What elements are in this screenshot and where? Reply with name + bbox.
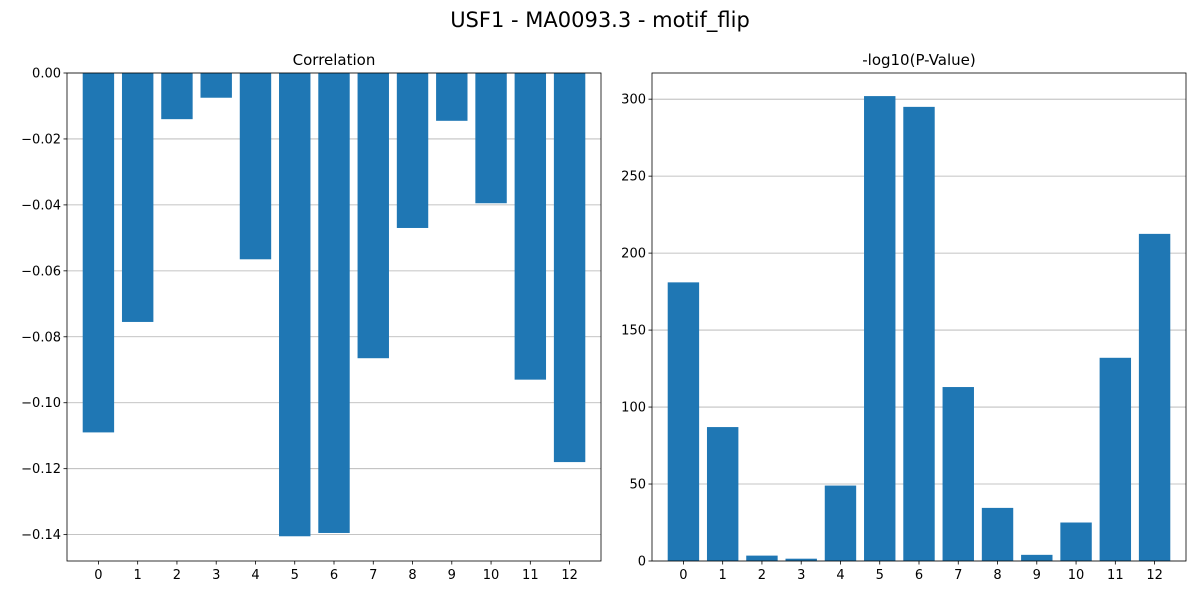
bar-5	[864, 96, 896, 561]
ytick-label-7: −0.14	[21, 528, 61, 543]
xtick-label-3: 3	[797, 568, 805, 583]
xtick-label-10: 10	[1068, 568, 1085, 583]
bar-6	[903, 106, 935, 562]
ytick-label-0: 0.00	[32, 67, 61, 82]
ytick-label-6: 300	[621, 93, 646, 108]
bar-3	[200, 73, 232, 98]
bar-6	[318, 73, 350, 533]
bar-3	[785, 558, 817, 561]
xtick-label-1: 1	[719, 568, 727, 583]
bar-9	[436, 73, 468, 121]
ytick-label-5: 250	[621, 170, 646, 185]
bar-0	[667, 282, 700, 561]
panel-title: Correlation	[293, 51, 376, 69]
bar-12	[553, 73, 586, 463]
xtick-label-6: 6	[330, 568, 338, 583]
bar-7	[357, 73, 389, 359]
ytick-label-0: 0	[638, 555, 646, 570]
bar-1	[121, 73, 154, 322]
ytick-label-6: −0.12	[21, 462, 61, 477]
bar-11	[514, 73, 547, 380]
bar-10	[475, 73, 507, 204]
xtick-label-1: 1	[134, 568, 142, 583]
xtick-label-12: 12	[561, 568, 578, 583]
ytick-label-1: 50	[629, 478, 646, 493]
xtick-label-10: 10	[483, 568, 500, 583]
bar-0	[82, 73, 115, 433]
panel-title: -log10(P-Value)	[862, 51, 976, 69]
xtick-label-0: 0	[94, 568, 102, 583]
bar-12	[1138, 233, 1171, 561]
xtick-label-2: 2	[758, 568, 766, 583]
ytick-label-4: 200	[621, 247, 646, 262]
bar-2	[746, 555, 778, 561]
ytick-label-2: 100	[621, 401, 646, 416]
xtick-label-9: 9	[1033, 568, 1041, 583]
xtick-label-8: 8	[993, 568, 1001, 583]
ytick-label-3: 150	[621, 324, 646, 339]
ytick-label-2: −0.04	[21, 198, 61, 213]
ytick-label-4: −0.08	[21, 330, 61, 345]
xtick-label-2: 2	[173, 568, 181, 583]
xtick-label-0: 0	[679, 568, 687, 583]
xtick-label-11: 11	[1107, 568, 1124, 583]
bar-1	[706, 427, 739, 561]
xtick-label-4: 4	[836, 568, 844, 583]
bar-7	[942, 387, 974, 561]
xtick-label-7: 7	[369, 568, 377, 583]
chart-panel-0: 0.00 −0.02 −0.04 −0.06 −0.08 −0.10 −0.12 −0.14 0…	[21, 51, 602, 583]
ytick-label-5: −0.10	[21, 396, 61, 411]
xtick-label-8: 8	[408, 568, 416, 583]
xtick-label-5: 5	[876, 568, 884, 583]
xtick-label-4: 4	[251, 568, 259, 583]
bar-8	[981, 507, 1014, 561]
xtick-label-11: 11	[522, 568, 539, 583]
xtick-label-9: 9	[448, 568, 456, 583]
bar-2	[161, 73, 193, 120]
bar-4	[824, 485, 857, 561]
bar-8	[396, 73, 429, 228]
ytick-label-1: −0.02	[21, 132, 61, 147]
xtick-label-3: 3	[212, 568, 220, 583]
bar-9	[1021, 554, 1053, 561]
ytick-label-3: −0.06	[21, 264, 61, 279]
bar-4	[239, 73, 272, 260]
xtick-label-6: 6	[915, 568, 923, 583]
bar-11	[1099, 357, 1132, 561]
xtick-label-5: 5	[291, 568, 299, 583]
xtick-label-12: 12	[1146, 568, 1163, 583]
bar-10	[1060, 522, 1092, 561]
bar-5	[279, 73, 311, 537]
xtick-label-7: 7	[954, 568, 962, 583]
figure-title: USF1 - MA0093.3 - motif_flip	[450, 8, 750, 32]
